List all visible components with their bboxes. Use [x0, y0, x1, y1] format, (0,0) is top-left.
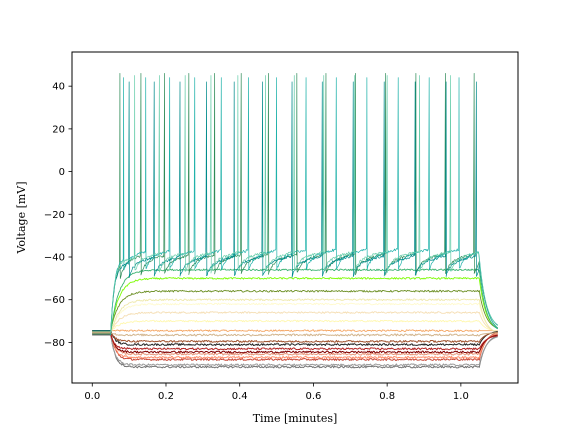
trace-line — [92, 331, 498, 359]
x-tick-label: 1.0 — [453, 391, 469, 402]
trace-line — [92, 332, 498, 356]
x-tick-label: 0.6 — [305, 391, 321, 402]
trace-line — [92, 329, 498, 332]
trace-line — [92, 330, 498, 347]
y-tick-label: −40 — [44, 253, 65, 264]
x-tick-label: 0.2 — [158, 391, 174, 402]
trace-line — [92, 302, 498, 335]
y-tick-label: −60 — [44, 295, 65, 306]
x-axis-label: Time [minutes] — [253, 412, 338, 425]
trace-line — [92, 334, 498, 367]
x-tick-label: 0.4 — [232, 391, 248, 402]
y-tick-label: 0 — [59, 167, 65, 178]
trace-line — [92, 331, 498, 343]
trace-line — [92, 319, 498, 333]
y-tick-label: −20 — [44, 210, 65, 221]
trace-line — [92, 311, 498, 334]
trace-line — [92, 330, 498, 361]
trace-line — [92, 333, 498, 369]
y-axis-label: Voltage [mV] — [15, 181, 28, 254]
trace-line — [92, 289, 498, 332]
plot-frame — [71, 51, 519, 384]
trace-line — [92, 298, 498, 336]
trace-line — [92, 332, 498, 337]
y-tick-label: −80 — [44, 338, 65, 349]
x-tick-label: 0.8 — [379, 391, 395, 402]
y-tick-label: 20 — [52, 124, 65, 135]
x-tick-label: 0.0 — [84, 391, 100, 402]
y-axis: −80 −60 −40 −20 0 20 40 — [44, 82, 72, 349]
trace-line — [92, 75, 498, 333]
trace-line — [92, 277, 498, 333]
trace-line — [92, 334, 498, 351]
traces-layer — [92, 73, 498, 369]
trace-line — [92, 333, 498, 354]
y-tick-label: 40 — [52, 82, 65, 93]
x-axis: 0.0 0.2 0.4 0.6 0.8 1.0 — [84, 383, 469, 402]
